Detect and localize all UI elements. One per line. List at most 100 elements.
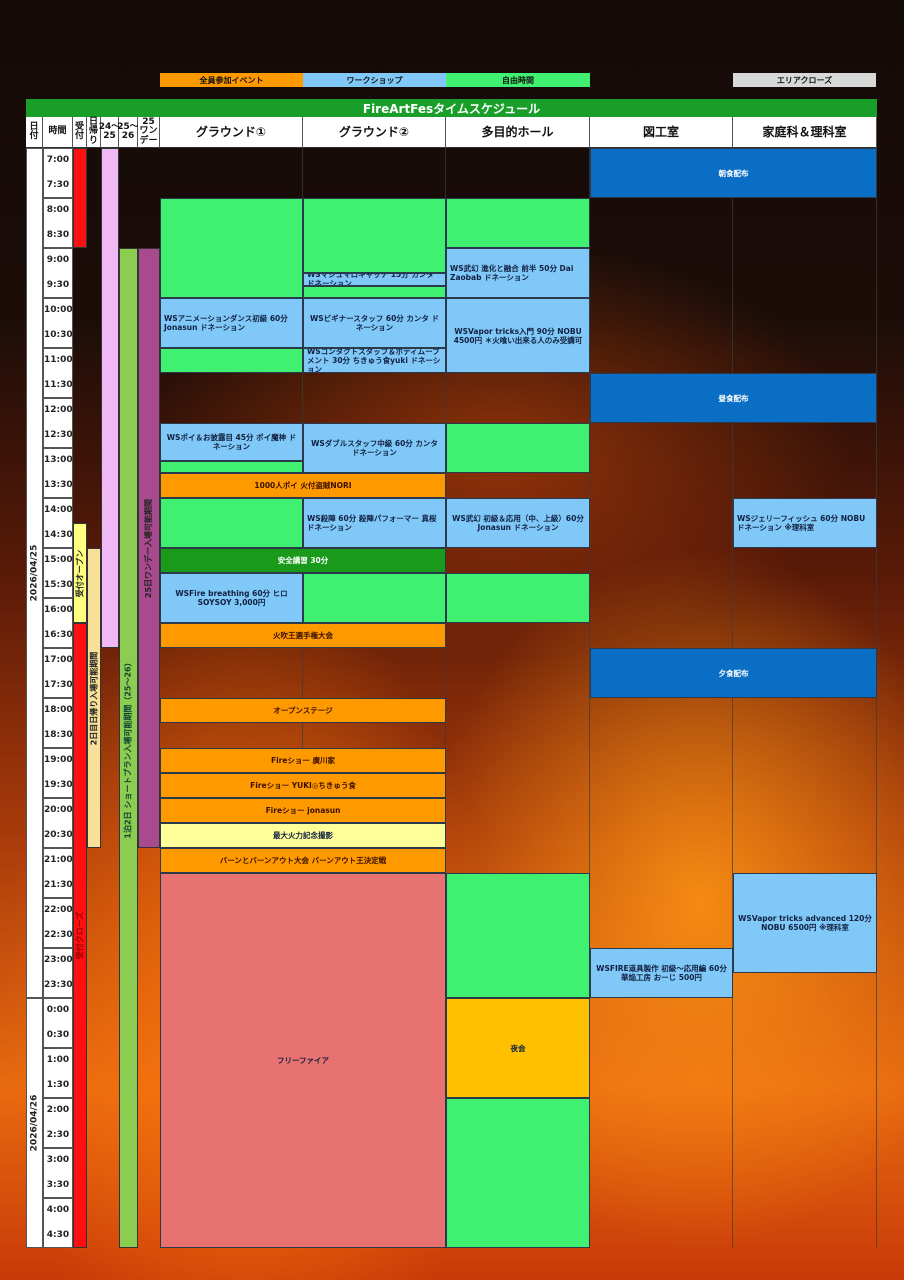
- time-label: 20:30: [44, 830, 73, 840]
- time-label: 15:00: [44, 555, 73, 565]
- header-oneday: 25ワンデー: [138, 117, 160, 148]
- schedule-block-freefire[interactable]: フリーファイア: [160, 873, 446, 1248]
- schedule-block-ws[interactable]: WSポイ＆お披露目 45分 ポイ魔神 ドネーション: [160, 423, 303, 461]
- time-cell: 19:00 19:30: [43, 748, 73, 798]
- band-uketsuke: 受付オープン: [73, 523, 87, 623]
- time-label: 20:00: [44, 805, 73, 815]
- date-cell: 2026/04/25: [26, 148, 43, 998]
- time-label: 3:00: [46, 1155, 70, 1165]
- schedule-block-ws[interactable]: WSダブルスタッフ中級 60分 カンタ ドネーション: [303, 423, 446, 473]
- time-label: 10:30: [44, 330, 73, 340]
- schedule-block-ws[interactable]: WS武幻 初級＆応用（中、上級）60分 Jonasun ドネーション: [446, 498, 590, 548]
- time-cell: 1:00 1:30: [43, 1048, 73, 1098]
- time-label: 0:00: [46, 1005, 70, 1015]
- band-c2425: [101, 148, 119, 648]
- time-label: 11:00: [44, 355, 73, 365]
- schedule-block-ws[interactable]: WS武幻 進化と融合 前半 50分 Dai Zaobab ドネーション: [446, 248, 590, 298]
- time-cell: 7:00 7:30: [43, 148, 73, 198]
- date-label: 2026/04/26: [29, 1094, 40, 1152]
- header-ground-1: グラウンド①: [160, 117, 303, 148]
- time-label: 9:30: [46, 280, 70, 290]
- date-cell: 2026/04/26: [26, 998, 43, 1248]
- band-c2526: 1泊2日 ショートプラン入場可能期間（25〜26）: [119, 248, 138, 1248]
- schedule-block-event[interactable]: オープンステージ: [160, 698, 446, 723]
- time-label: 14:30: [44, 530, 73, 540]
- time-label: 0:30: [46, 1030, 70, 1040]
- schedule-block-event[interactable]: 火吹王選手権大会: [160, 623, 446, 648]
- legend-item: エリアクローズ: [733, 73, 876, 87]
- time-label: 10:00: [44, 305, 73, 315]
- schedule-block-free: [303, 198, 446, 273]
- schedule-block-yakai[interactable]: 夜会: [446, 998, 590, 1098]
- schedule-block-free: [160, 348, 303, 373]
- schedule-block-ws[interactable]: WSジェリーフィッシュ 60分 NOBU ドネーション ※理科室: [733, 498, 877, 548]
- time-label: 23:00: [44, 955, 73, 965]
- schedule-block-event[interactable]: Fireショー 廣川家: [160, 748, 446, 773]
- time-cell: 22:00 22:30: [43, 898, 73, 948]
- time-cell: 18:00 18:30: [43, 698, 73, 748]
- band-label: 受付オープン: [75, 549, 85, 597]
- time-cell: 17:00 17:30: [43, 648, 73, 698]
- schedule-block-ws[interactable]: WSFire breathing 60分 ヒロ SOYSOY 3,000円: [160, 573, 303, 623]
- header-zukoshitsu: 図工室: [590, 117, 733, 148]
- schedule-block-meal[interactable]: 夕食配布: [590, 648, 877, 698]
- schedule-block-ws[interactable]: WSアニメーションダンス初級 60分 Jonasun ドネーション: [160, 298, 303, 348]
- column-katei: [733, 148, 877, 1248]
- schedule-block-free: [446, 198, 590, 248]
- band-uketsuke: 受付クローズ: [73, 623, 87, 1248]
- time-label: 18:30: [44, 730, 73, 740]
- time-label: 18:00: [44, 705, 73, 715]
- time-label: 7:30: [46, 180, 70, 190]
- schedule-block-event[interactable]: バーンとバーンアウト大会 バーンアウト王決定戦: [160, 848, 446, 873]
- schedule-block-ws[interactable]: WS殺陣 60分 殺陣パフォーマー 真桜 ドネーション: [303, 498, 446, 548]
- time-label: 12:30: [44, 430, 73, 440]
- schedule-block-free: [160, 460, 303, 473]
- header-ground-2: グラウンド②: [303, 117, 446, 148]
- time-label: 16:30: [44, 630, 73, 640]
- time-cell: 10:00 10:30: [43, 298, 73, 348]
- schedule-block-photo[interactable]: 最大火力記念撮影: [160, 823, 446, 848]
- schedule-block-meal[interactable]: 朝食配布: [590, 148, 877, 198]
- schedule-block-free: [446, 873, 590, 998]
- schedule-block-free: [303, 573, 446, 623]
- date-label: 2026/04/25: [29, 544, 40, 602]
- time-cell: 20:00 20:30: [43, 798, 73, 848]
- time-cell: 21:00 21:30: [43, 848, 73, 898]
- time-cell: 4:00 4:30: [43, 1198, 73, 1248]
- schedule-block-event[interactable]: Fireショー YUKI◎ちきゅう食: [160, 773, 446, 798]
- time-label: 2:30: [46, 1130, 70, 1140]
- schedule-block-event[interactable]: Fireショー jonasun: [160, 798, 446, 823]
- time-label: 19:00: [44, 755, 73, 765]
- schedule-block-ws[interactable]: WSビギナースタッフ 60分 カンタ ドネーション: [303, 298, 446, 348]
- header-kateika-rikashitsu: 家庭科＆理科室: [733, 117, 877, 148]
- schedule-block-ws[interactable]: WSコンタクトスタッフ＆ボディムーブメント 30分 ちきゅう食yuki ドネーシ…: [303, 348, 446, 373]
- schedule-block-ws[interactable]: WSVapor tricks advanced 120分 NOBU 6500円 …: [733, 873, 877, 973]
- band-uketsuke: [73, 148, 87, 248]
- schedule-block-ws[interactable]: WSVapor tricks入門 90分 NOBU 4500円 ＊火喰い出来る人…: [446, 298, 590, 373]
- band-higaeri: 2日目日帰り入場可能期間: [87, 548, 101, 848]
- header-hall: 多目的ホール: [446, 117, 590, 148]
- schedule-block-meal[interactable]: 昼食配布: [590, 373, 877, 423]
- time-label: 22:30: [44, 930, 73, 940]
- time-label: 4:00: [46, 1205, 70, 1215]
- schedule-block-free: [446, 1098, 590, 1248]
- column-hall: [446, 148, 590, 1248]
- time-label: 15:30: [44, 580, 73, 590]
- time-label: 11:30: [44, 380, 73, 390]
- time-label: 21:30: [44, 880, 73, 890]
- band-label: 25日ワンデー入場可能期間: [144, 498, 154, 598]
- schedule-block-ws[interactable]: WSFIRE道具製作 初級〜応用編 60分 華焔工房 おーじ 500円: [590, 948, 733, 998]
- time-label: 19:30: [44, 780, 73, 790]
- time-cell: 15:00 15:30: [43, 548, 73, 598]
- time-cell: 13:00 13:30: [43, 448, 73, 498]
- schedule-block-ws[interactable]: WSマシュマロキャッチ 15分 カンタ ドネーション: [303, 273, 446, 286]
- schedule-block-event[interactable]: 1000人ポイ 火付盗賊NORI: [160, 473, 446, 498]
- schedule-block-safety[interactable]: 安全講習 30分: [160, 548, 446, 573]
- time-label: 9:00: [46, 255, 70, 265]
- time-label: 23:30: [44, 980, 73, 990]
- header-date: 日付: [26, 117, 43, 148]
- time-cell: 12:00 12:30: [43, 398, 73, 448]
- legend-item: 全員参加イベント: [160, 73, 303, 87]
- legend-item: ワークショップ: [303, 73, 446, 87]
- schedule-block-free: [160, 198, 303, 298]
